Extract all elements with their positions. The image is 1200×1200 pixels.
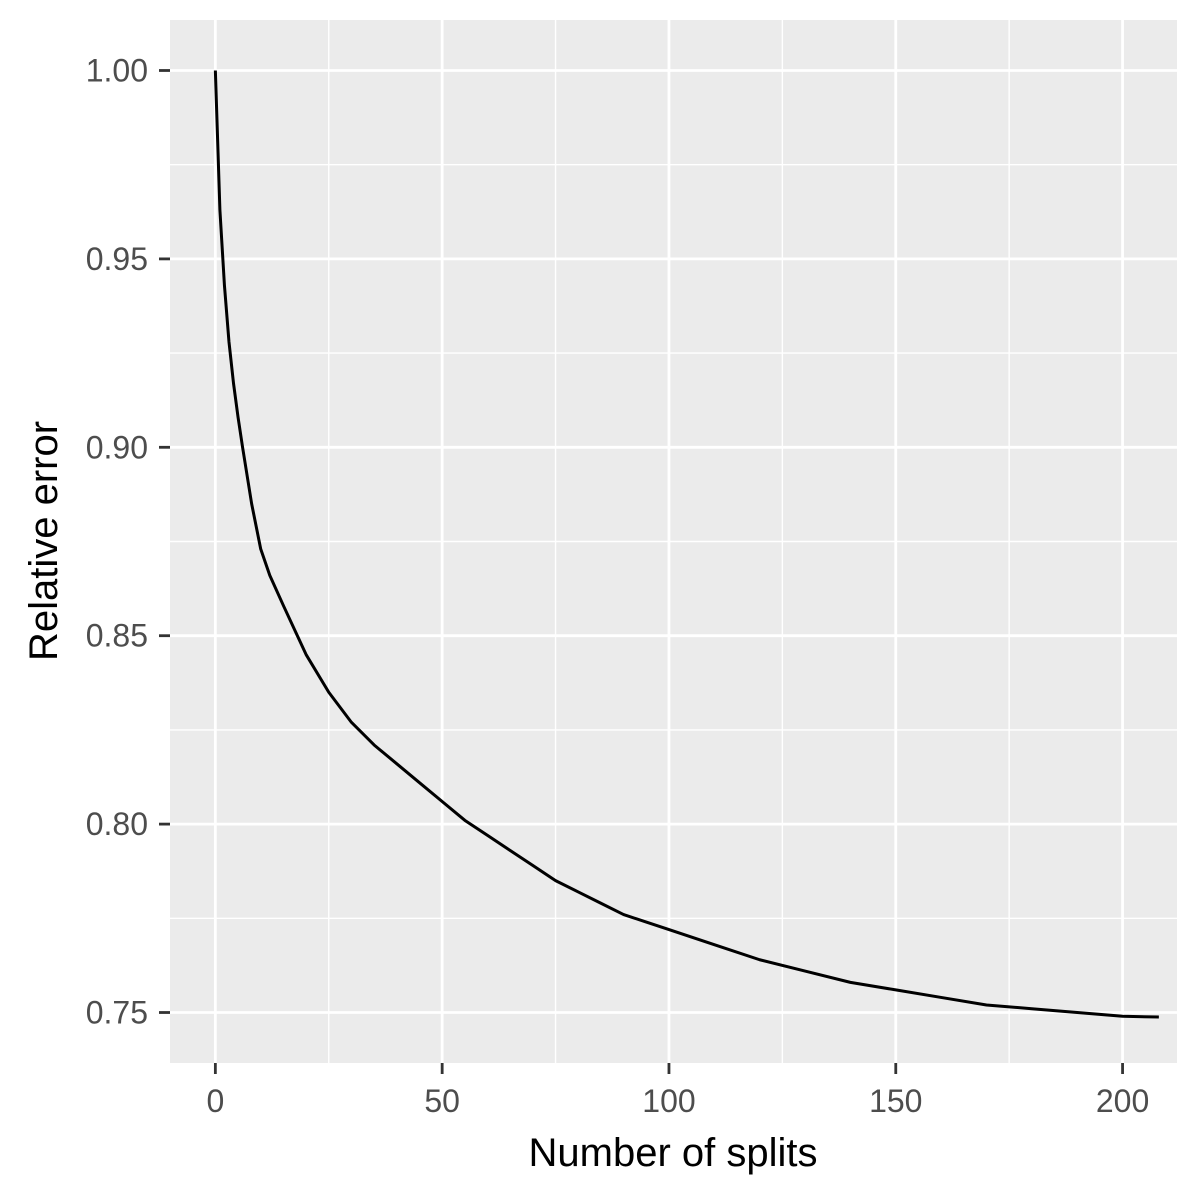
- x-tick-label: 50: [424, 1083, 460, 1119]
- minor-grid-lines: [170, 20, 1177, 1063]
- x-axis-tick-labels: 0 50 100 150 200: [206, 1083, 1149, 1119]
- x-tick-label: 200: [1096, 1083, 1149, 1119]
- series-line: [213, 70, 1159, 1019]
- y-tick-label: 0.75: [86, 995, 148, 1031]
- x-tick-label: 150: [869, 1083, 922, 1119]
- y-tick-label: 0.85: [86, 618, 148, 654]
- series-layer: [213, 70, 1159, 1019]
- y-tick-label: 0.90: [86, 429, 148, 465]
- y-axis-tick-labels: 0.75 0.80 0.85 0.90 0.95 1.00: [86, 52, 148, 1030]
- x-tick-label: 0: [206, 1083, 224, 1119]
- major-grid-lines: [170, 20, 1177, 1063]
- x-tick-label: 100: [642, 1083, 695, 1119]
- x-axis-title: Number of splits: [529, 1131, 818, 1175]
- y-axis-title: Relative error: [22, 421, 66, 661]
- y-tick-label: 0.95: [86, 241, 148, 277]
- axis-tick-marks: [159, 69, 1124, 1074]
- y-tick-label: 1.00: [86, 52, 148, 88]
- y-tick-label: 0.80: [86, 806, 148, 842]
